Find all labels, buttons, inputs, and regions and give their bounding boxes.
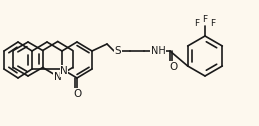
Text: N: N [60, 66, 68, 76]
Text: F: F [210, 19, 215, 27]
Text: NH: NH [151, 46, 166, 56]
Text: N: N [54, 72, 62, 83]
Text: S: S [115, 46, 121, 56]
Text: F: F [195, 19, 200, 27]
Text: F: F [203, 15, 207, 24]
Text: O: O [73, 89, 81, 99]
Text: O: O [170, 62, 178, 72]
